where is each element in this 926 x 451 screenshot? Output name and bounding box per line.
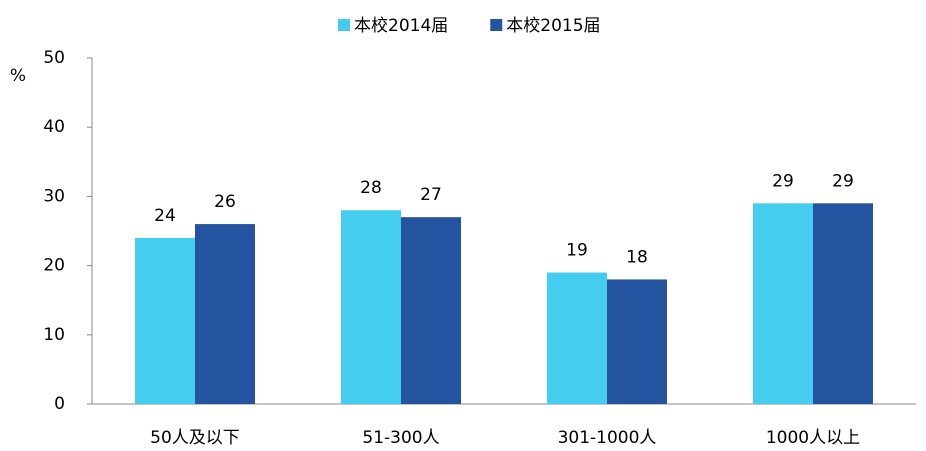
y-tick-label: 20 <box>43 256 65 276</box>
y-tick-label: 10 <box>43 325 65 345</box>
data-label: 29 <box>832 171 854 191</box>
x-tick-label: 51-300人 <box>362 428 439 447</box>
y-tick-label: 0 <box>54 394 65 414</box>
data-label: 24 <box>154 206 176 226</box>
y-tick-label: 30 <box>43 186 65 206</box>
bar <box>607 279 667 404</box>
bar <box>813 203 873 404</box>
legend-label: 本校2015届 <box>506 16 600 36</box>
data-label: 19 <box>566 241 588 261</box>
legend-swatch <box>338 19 350 31</box>
bar <box>547 272 607 404</box>
x-tick-label: 50人及以下 <box>150 428 240 447</box>
bar <box>401 217 461 404</box>
data-label: 29 <box>772 171 794 191</box>
data-label: 18 <box>626 247 648 267</box>
y-tick-label: 50 <box>43 48 65 68</box>
y-axis-label: % <box>10 66 26 86</box>
y-tick-label: 40 <box>43 117 65 137</box>
bar <box>195 224 255 404</box>
legend-swatch <box>490 19 503 31</box>
bar <box>341 210 401 404</box>
legend-label: 本校2014届 <box>354 16 448 36</box>
x-tick-label: 1000人以上 <box>766 428 860 447</box>
data-label: 26 <box>214 192 236 212</box>
bar <box>753 203 813 404</box>
bar <box>135 237 195 404</box>
x-tick-label: 301-1000人 <box>558 428 657 447</box>
data-label: 27 <box>420 185 442 205</box>
data-label: 28 <box>360 178 382 198</box>
